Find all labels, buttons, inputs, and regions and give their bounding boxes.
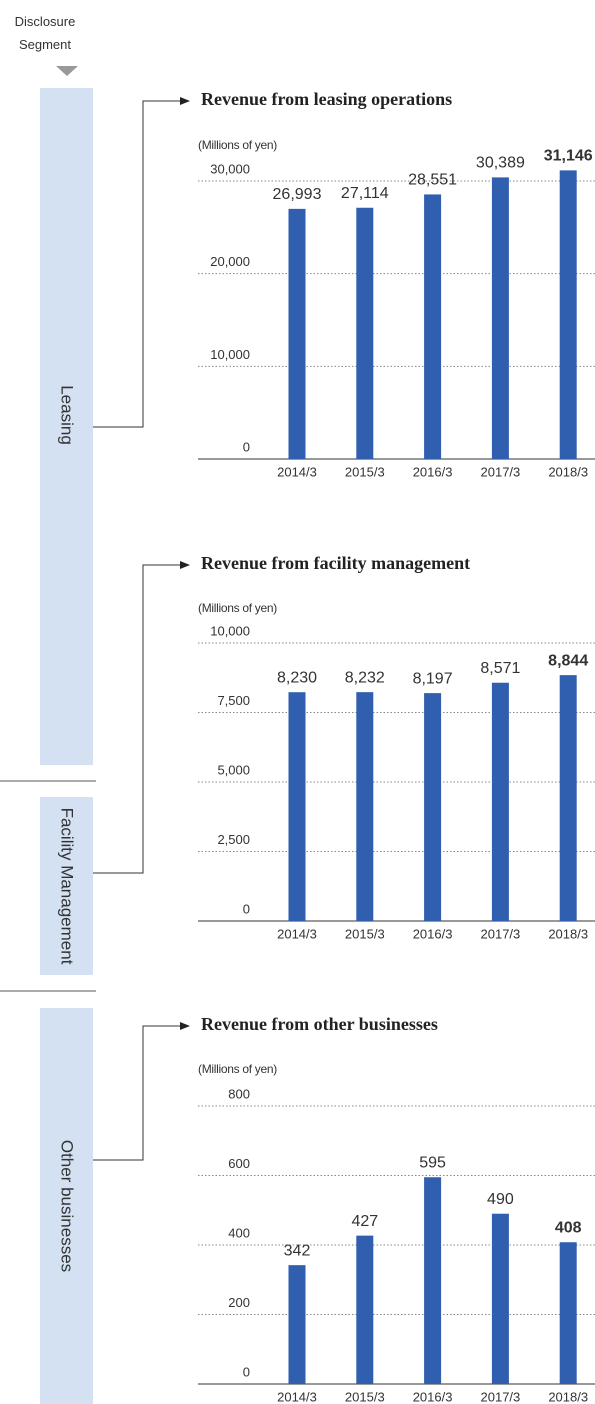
bar	[356, 692, 374, 921]
x-tick-label: 2016/3	[413, 1389, 453, 1404]
x-tick-label: 2017/3	[481, 1389, 521, 1404]
x-tick-label: 2015/3	[345, 464, 385, 479]
value-label: 8,232	[345, 669, 385, 686]
bar	[356, 1235, 374, 1384]
y-axis-label: (Millions of yen)	[198, 138, 277, 152]
connector	[93, 1025, 182, 1161]
x-tick-label: 2018/3	[548, 926, 588, 941]
chart-title: Revenue from other businesses	[201, 1014, 438, 1034]
x-tick-label: 2015/3	[345, 926, 385, 941]
value-label: 8,230	[277, 669, 317, 686]
segment-label: Leasing	[58, 385, 77, 445]
bar	[424, 693, 442, 921]
value-label: 8,571	[480, 660, 520, 677]
value-label: 28,551	[408, 172, 457, 189]
bar	[288, 208, 306, 459]
x-tick-label: 2018/3	[548, 464, 588, 479]
bar	[424, 194, 442, 459]
down-arrow	[56, 66, 78, 76]
value-label: 27,114	[341, 185, 389, 202]
x-tick-label: 2014/3	[277, 1389, 317, 1404]
connector	[93, 100, 182, 428]
header-box: Disclosure Segment	[14, 14, 76, 52]
y-tick-label: 2,500	[217, 832, 250, 847]
y-tick-label: 0	[243, 901, 250, 916]
x-tick-label: 2018/3	[548, 1389, 588, 1404]
y-tick-label: 0	[243, 439, 250, 454]
value-label: 427	[351, 1213, 378, 1230]
value-label: 490	[487, 1191, 514, 1208]
y-axis-label: (Millions of yen)	[198, 601, 277, 615]
y-tick-label: 20,000	[210, 254, 250, 269]
y-tick-label: 200	[228, 1295, 250, 1310]
y-tick-label: 10,000	[210, 347, 250, 362]
chart-title: Revenue from facility management	[201, 553, 470, 573]
bar	[491, 1213, 509, 1384]
segment-band	[40, 88, 93, 765]
y-tick-label: 7,500	[217, 693, 250, 708]
segment-band	[40, 797, 93, 975]
bar	[559, 1242, 577, 1384]
bar	[559, 170, 577, 459]
y-tick-label: 5,000	[217, 762, 250, 777]
x-tick-label: 2017/3	[481, 464, 521, 479]
y-tick-label: 0	[243, 1364, 250, 1379]
connector	[93, 564, 182, 874]
y-tick-label: 400	[228, 1225, 250, 1240]
segment-label: Other businesses	[58, 1140, 77, 1272]
value-label: 8,197	[413, 670, 453, 687]
connector-arrow	[180, 97, 190, 105]
y-tick-label: 10,000	[210, 623, 250, 638]
x-tick-label: 2016/3	[413, 926, 453, 941]
x-tick-label: 2015/3	[345, 1389, 385, 1404]
value-label: 31,146	[544, 148, 593, 165]
segment-band	[40, 1008, 93, 1404]
value-label: 408	[555, 1219, 582, 1236]
x-tick-label: 2014/3	[277, 926, 317, 941]
value-label: 595	[419, 1154, 446, 1171]
bar	[356, 207, 374, 459]
bar	[424, 1177, 442, 1384]
y-tick-label: 30,000	[210, 161, 250, 176]
value-label: 30,389	[476, 155, 525, 172]
x-tick-label: 2014/3	[277, 464, 317, 479]
value-label: 8,844	[548, 652, 588, 669]
x-tick-label: 2017/3	[481, 926, 521, 941]
header: Disclosure Segment	[14, 14, 76, 52]
value-label: 26,993	[273, 186, 322, 203]
x-tick-label: 2016/3	[413, 464, 453, 479]
segment-label: Facility Management	[58, 808, 77, 965]
connector-arrow	[180, 1022, 190, 1030]
bar	[491, 177, 509, 459]
y-axis-label: (Millions of yen)	[198, 1062, 277, 1076]
value-label: 342	[284, 1242, 311, 1259]
bar	[288, 692, 306, 921]
chart-title: Revenue from leasing operations	[201, 89, 452, 109]
connector-arrow	[180, 561, 190, 569]
bar	[491, 682, 509, 921]
bar	[288, 1265, 306, 1384]
y-tick-label: 600	[228, 1156, 250, 1171]
bar	[559, 675, 577, 921]
y-tick-label: 800	[228, 1086, 250, 1101]
